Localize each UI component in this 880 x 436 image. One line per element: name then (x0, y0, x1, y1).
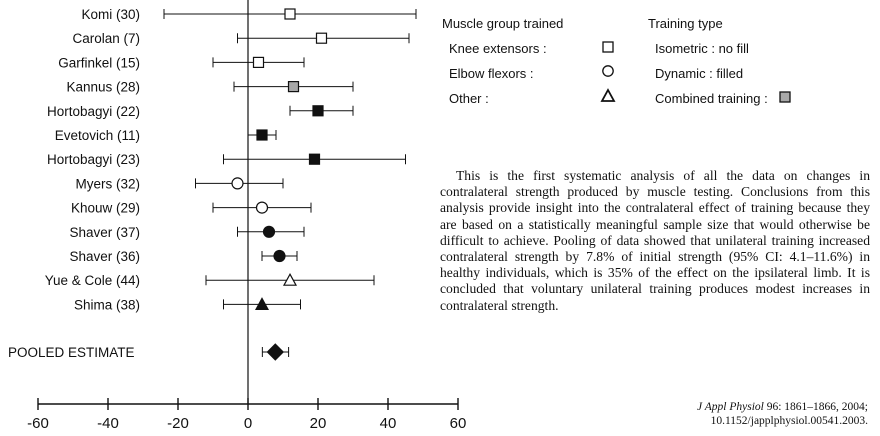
study-marker-square (252, 56, 265, 69)
pooled-row: POOLED ESTIMATE (8, 343, 290, 361)
study-label: Kannus (28) (66, 80, 140, 95)
x-tick-label: 40 (380, 415, 397, 432)
study-marker-triangle (254, 297, 270, 310)
legend-group-header: Muscle group trained (442, 16, 564, 31)
study-row: Shima (38) (74, 297, 301, 312)
study-row: Komi (30) (81, 7, 417, 22)
study-label: Komi (30) (81, 7, 140, 22)
study-row: Hortobagyi (23) (47, 152, 406, 167)
study-label: Myers (32) (75, 176, 140, 191)
study-marker-square (308, 153, 321, 165)
circle-open-icon (602, 65, 614, 77)
study-marker-circle (231, 177, 244, 190)
study-row: Carolan (7) (72, 31, 410, 46)
legend-type-isometric: Isometric : no fill (655, 41, 749, 56)
x-tick-label: 60 (450, 415, 467, 432)
citation-journal: J Appl Physiol (696, 401, 764, 413)
citation: J Appl Physiol 96: 1861–1866, 2004; 10.1… (568, 400, 868, 428)
legend-group-other: Other : (449, 91, 489, 106)
square-grey-icon (779, 91, 791, 103)
x-tick-label: -60 (27, 415, 49, 432)
legend-group-knee: Knee extensors : (449, 41, 547, 56)
study-row: Yue & Cole (44) (45, 272, 375, 288)
study-label: Khouw (29) (71, 201, 140, 216)
study-row: Khouw (29) (71, 201, 312, 216)
study-marker-circle (262, 225, 276, 238)
study-marker-square (284, 8, 296, 20)
legend-type-dynamic: Dynamic : filled (655, 66, 744, 81)
triangle-open-icon (600, 88, 616, 102)
citation-details: 96: 1861–1866, 2004; (763, 401, 868, 413)
study-label: Yue & Cole (44) (45, 273, 140, 288)
x-tick-label: 0 (244, 415, 252, 432)
study-marker-circle (255, 201, 269, 214)
abstract-text: This is the first systematic analysis of… (440, 168, 870, 313)
study-marker-square (287, 80, 300, 93)
study-label: Shaver (36) (69, 249, 140, 264)
study-row: Myers (32) (75, 176, 284, 191)
study-row: Kannus (28) (66, 80, 354, 95)
study-label: POOLED ESTIMATE (8, 345, 135, 360)
study-label: Shaver (37) (69, 225, 140, 240)
study-label: Hortobagyi (22) (47, 104, 140, 119)
study-marker-triangle (282, 272, 298, 286)
pooled-marker-diamond (266, 343, 285, 361)
legend-group-elbow: Elbow flexors : (449, 66, 534, 81)
x-tick-label: 20 (310, 415, 327, 432)
x-tick-label: -20 (167, 415, 189, 432)
study-label: Garfinkel (15) (58, 55, 140, 70)
study-row: Hortobagyi (22) (47, 104, 354, 119)
square-open-icon (602, 41, 614, 53)
study-marker-square (256, 129, 268, 141)
study-row: Garfinkel (15) (58, 55, 305, 70)
study-label: Hortobagyi (23) (47, 152, 140, 167)
legend-type-header: Training type (648, 16, 723, 31)
x-tick-label: -40 (97, 415, 119, 432)
study-marker-circle (273, 249, 286, 263)
study-marker-square (315, 32, 328, 44)
study-label: Carolan (7) (72, 31, 140, 46)
citation-doi: 10.1152/japplphysiol.00541.2003. (710, 415, 868, 427)
study-row: Shaver (36) (69, 249, 298, 264)
study-marker-square (312, 105, 324, 117)
study-row: Evetovich (11) (55, 128, 277, 143)
study-label: Evetovich (11) (55, 128, 140, 143)
study-row: Shaver (37) (69, 225, 305, 240)
legend-type-combined: Combined training : (655, 91, 768, 106)
study-label: Shima (38) (74, 297, 140, 312)
